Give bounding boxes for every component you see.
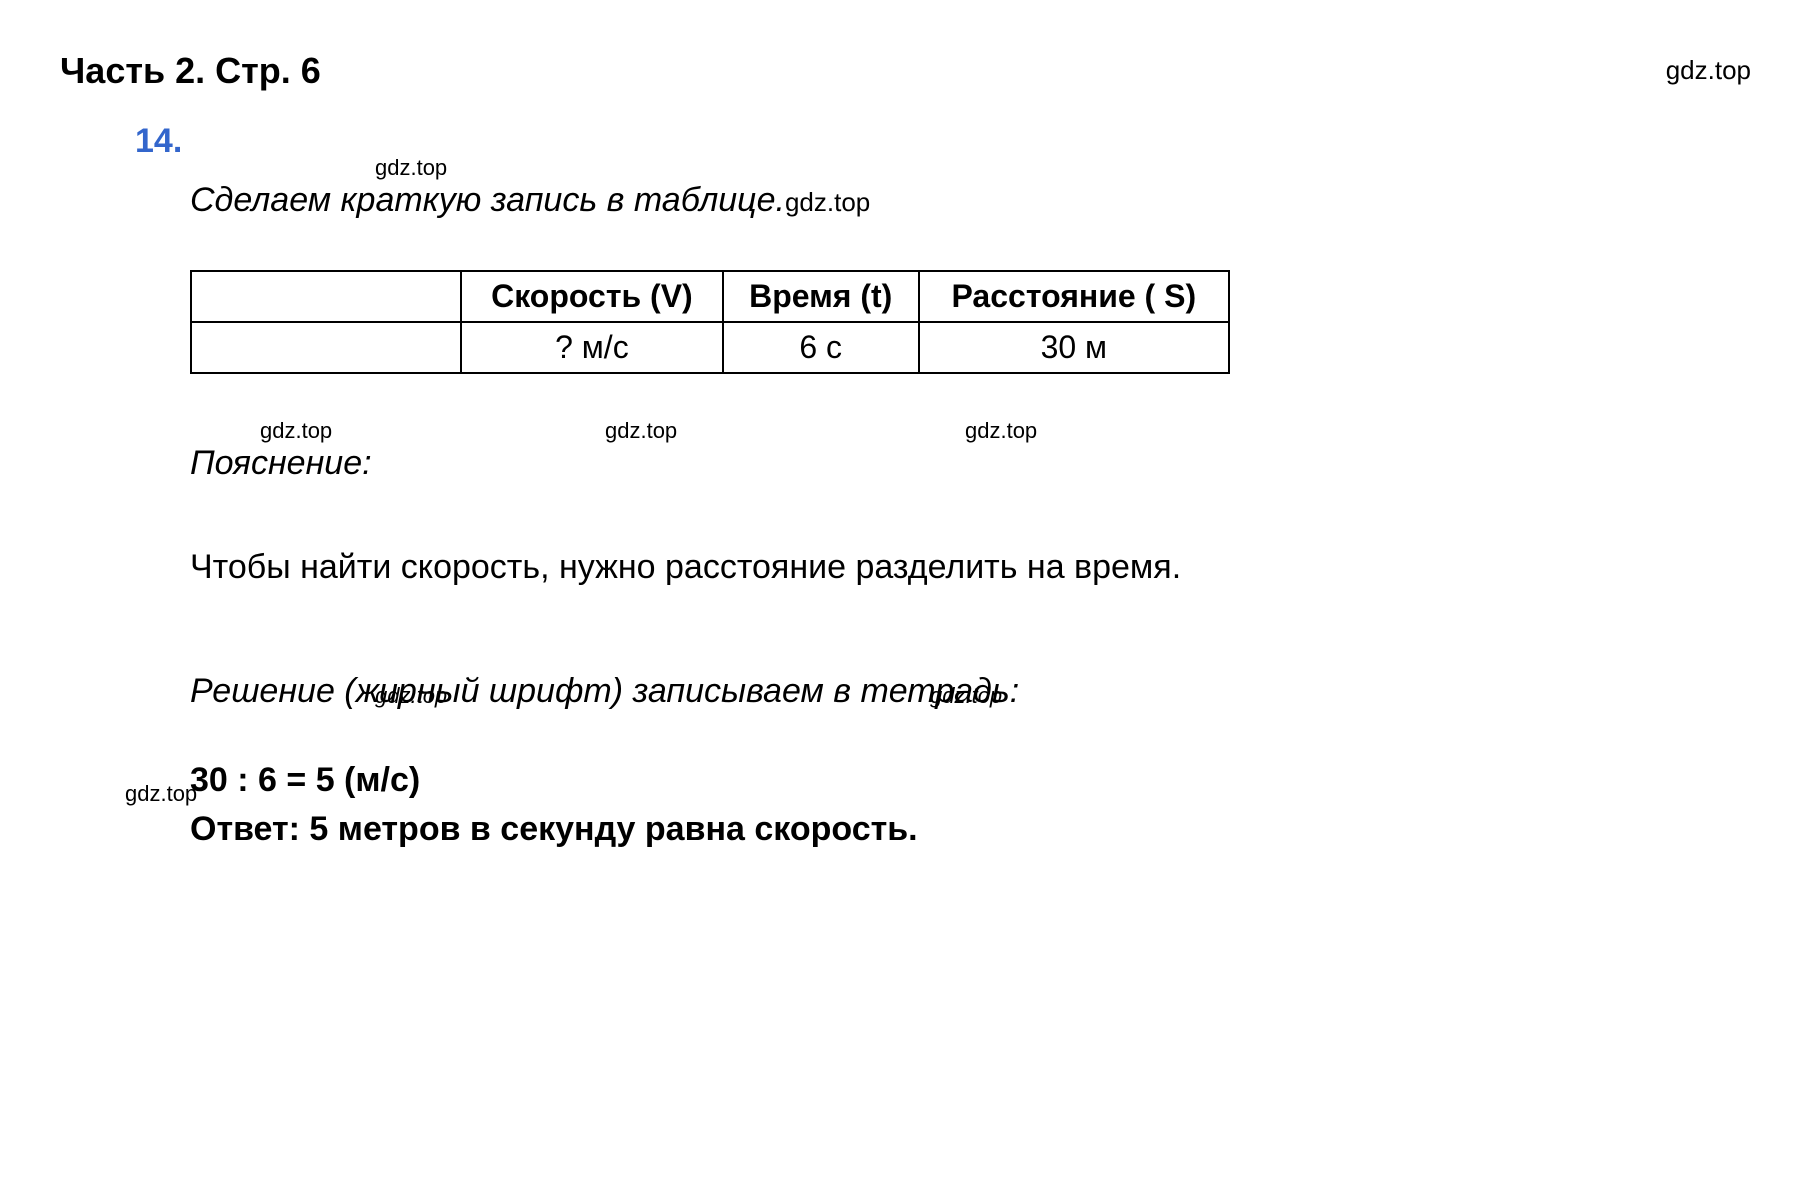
watermark-instruction-inline: gdz.top xyxy=(785,187,870,217)
instruction-line: gdz.top Сделаем краткую запись в таблице… xyxy=(190,181,1751,220)
explanation-label-row: gdz.top gdz.top gdz.top Пояснение: xyxy=(190,444,1751,483)
watermark-expl-3: gdz.top xyxy=(965,418,1037,444)
data-table-wrap: Скорость (V) Время (t) Расстояние ( S) ?… xyxy=(190,270,1751,374)
explanation-label: Пояснение: xyxy=(190,444,372,482)
solution-label-row: Решение (жирный шрифт) записываем в тетр… xyxy=(190,672,1751,711)
watermark-top-right: gdz.top xyxy=(1666,55,1751,86)
header-row: Часть 2. Стр. 6 gdz.top xyxy=(60,50,1751,92)
table-header-row: Скорость (V) Время (t) Расстояние ( S) xyxy=(191,271,1229,322)
solution-label: Решение (жирный шрифт) записываем в тетр… xyxy=(190,672,1019,710)
table-header-distance: Расстояние ( S) xyxy=(919,271,1229,322)
watermark-instruction-above: gdz.top xyxy=(375,155,447,181)
table-header-speed: Скорость (V) xyxy=(461,271,723,322)
table-header-empty xyxy=(191,271,461,322)
table-cell-distance: 30 м xyxy=(919,322,1229,373)
data-table: Скорость (V) Время (t) Расстояние ( S) ?… xyxy=(190,270,1230,374)
watermark-expl-2: gdz.top xyxy=(605,418,677,444)
answer-line: Ответ: 5 метров в секунду равна скорость… xyxy=(190,810,1751,849)
watermark-calc: gdz.top xyxy=(125,781,197,807)
instruction-text: Сделаем краткую запись в таблице. xyxy=(190,181,785,219)
table-cell-speed: ? м/с xyxy=(461,322,723,373)
explanation-text: Чтобы найти скорость, нужно расстояние р… xyxy=(190,548,1751,587)
watermark-expl-1: gdz.top xyxy=(260,418,332,444)
watermark-sol-1: gdz.top xyxy=(375,683,447,709)
table-header-time: Время (t) xyxy=(723,271,919,322)
page-title: Часть 2. Стр. 6 xyxy=(60,50,321,92)
solution-calc-row: gdz.top 30 : 6 = 5 (м/с) xyxy=(190,761,1751,800)
table-cell-empty xyxy=(191,322,461,373)
table-cell-time: 6 с xyxy=(723,322,919,373)
content-block: gdz.top Сделаем краткую запись в таблице… xyxy=(190,181,1751,849)
watermark-sol-2: gdz.top xyxy=(930,683,1002,709)
solution-calc: 30 : 6 = 5 (м/с) xyxy=(190,761,420,799)
table-row: ? м/с 6 с 30 м xyxy=(191,322,1229,373)
